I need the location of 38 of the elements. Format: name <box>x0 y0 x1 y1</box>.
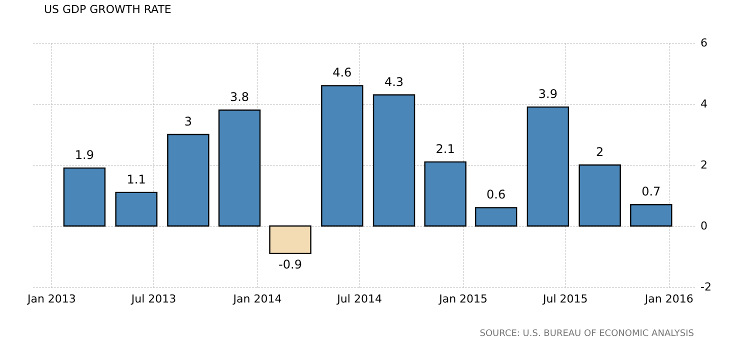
data-label: 1.1 <box>126 172 146 186</box>
x-tick-label: Jul 2015 <box>542 292 588 306</box>
y-tick-label: -2 <box>700 280 712 294</box>
bar <box>424 161 466 227</box>
y-tick-label: 6 <box>700 36 708 50</box>
data-label: 2.1 <box>436 142 455 156</box>
data-label: 2 <box>596 145 604 159</box>
bar <box>269 225 312 254</box>
bar <box>218 110 261 227</box>
x-tick-label: Jul 2013 <box>130 292 176 306</box>
data-label: 1.9 <box>74 148 94 162</box>
bar <box>63 167 106 227</box>
x-tick-label: Jan 2016 <box>644 292 694 306</box>
data-label: 3 <box>184 114 192 128</box>
bar <box>321 85 364 227</box>
x-tick-label: Jan 2015 <box>438 292 488 306</box>
data-label: 0.7 <box>642 184 661 199</box>
y-tick-label: 4 <box>700 98 708 110</box>
data-label: 0.6 <box>486 188 506 202</box>
x-tick-label: Jan 2014 <box>232 292 282 306</box>
bar <box>578 164 621 227</box>
data-label: 4.6 <box>332 66 352 80</box>
y-tick-label: 2 <box>700 158 708 172</box>
bar <box>372 94 416 227</box>
source-note: SOURCE: U.S. BUREAU OF ECONOMIC ANALYSIS <box>480 329 694 339</box>
bar <box>630 204 672 227</box>
bar <box>474 207 518 227</box>
x-tick-label: Jan 2013 <box>26 292 76 306</box>
bar <box>526 106 570 227</box>
bar <box>167 134 210 227</box>
data-label: 3.8 <box>230 90 250 104</box>
chart-title: US GDP GROWTH RATE <box>44 3 172 16</box>
bar <box>115 192 158 227</box>
data-label: 4.3 <box>384 74 404 89</box>
data-label: -0.9 <box>278 257 302 272</box>
data-label: 3.9 <box>538 87 558 102</box>
x-tick-label: Jul 2014 <box>336 292 382 306</box>
y-tick-label: 0 <box>700 220 708 232</box>
